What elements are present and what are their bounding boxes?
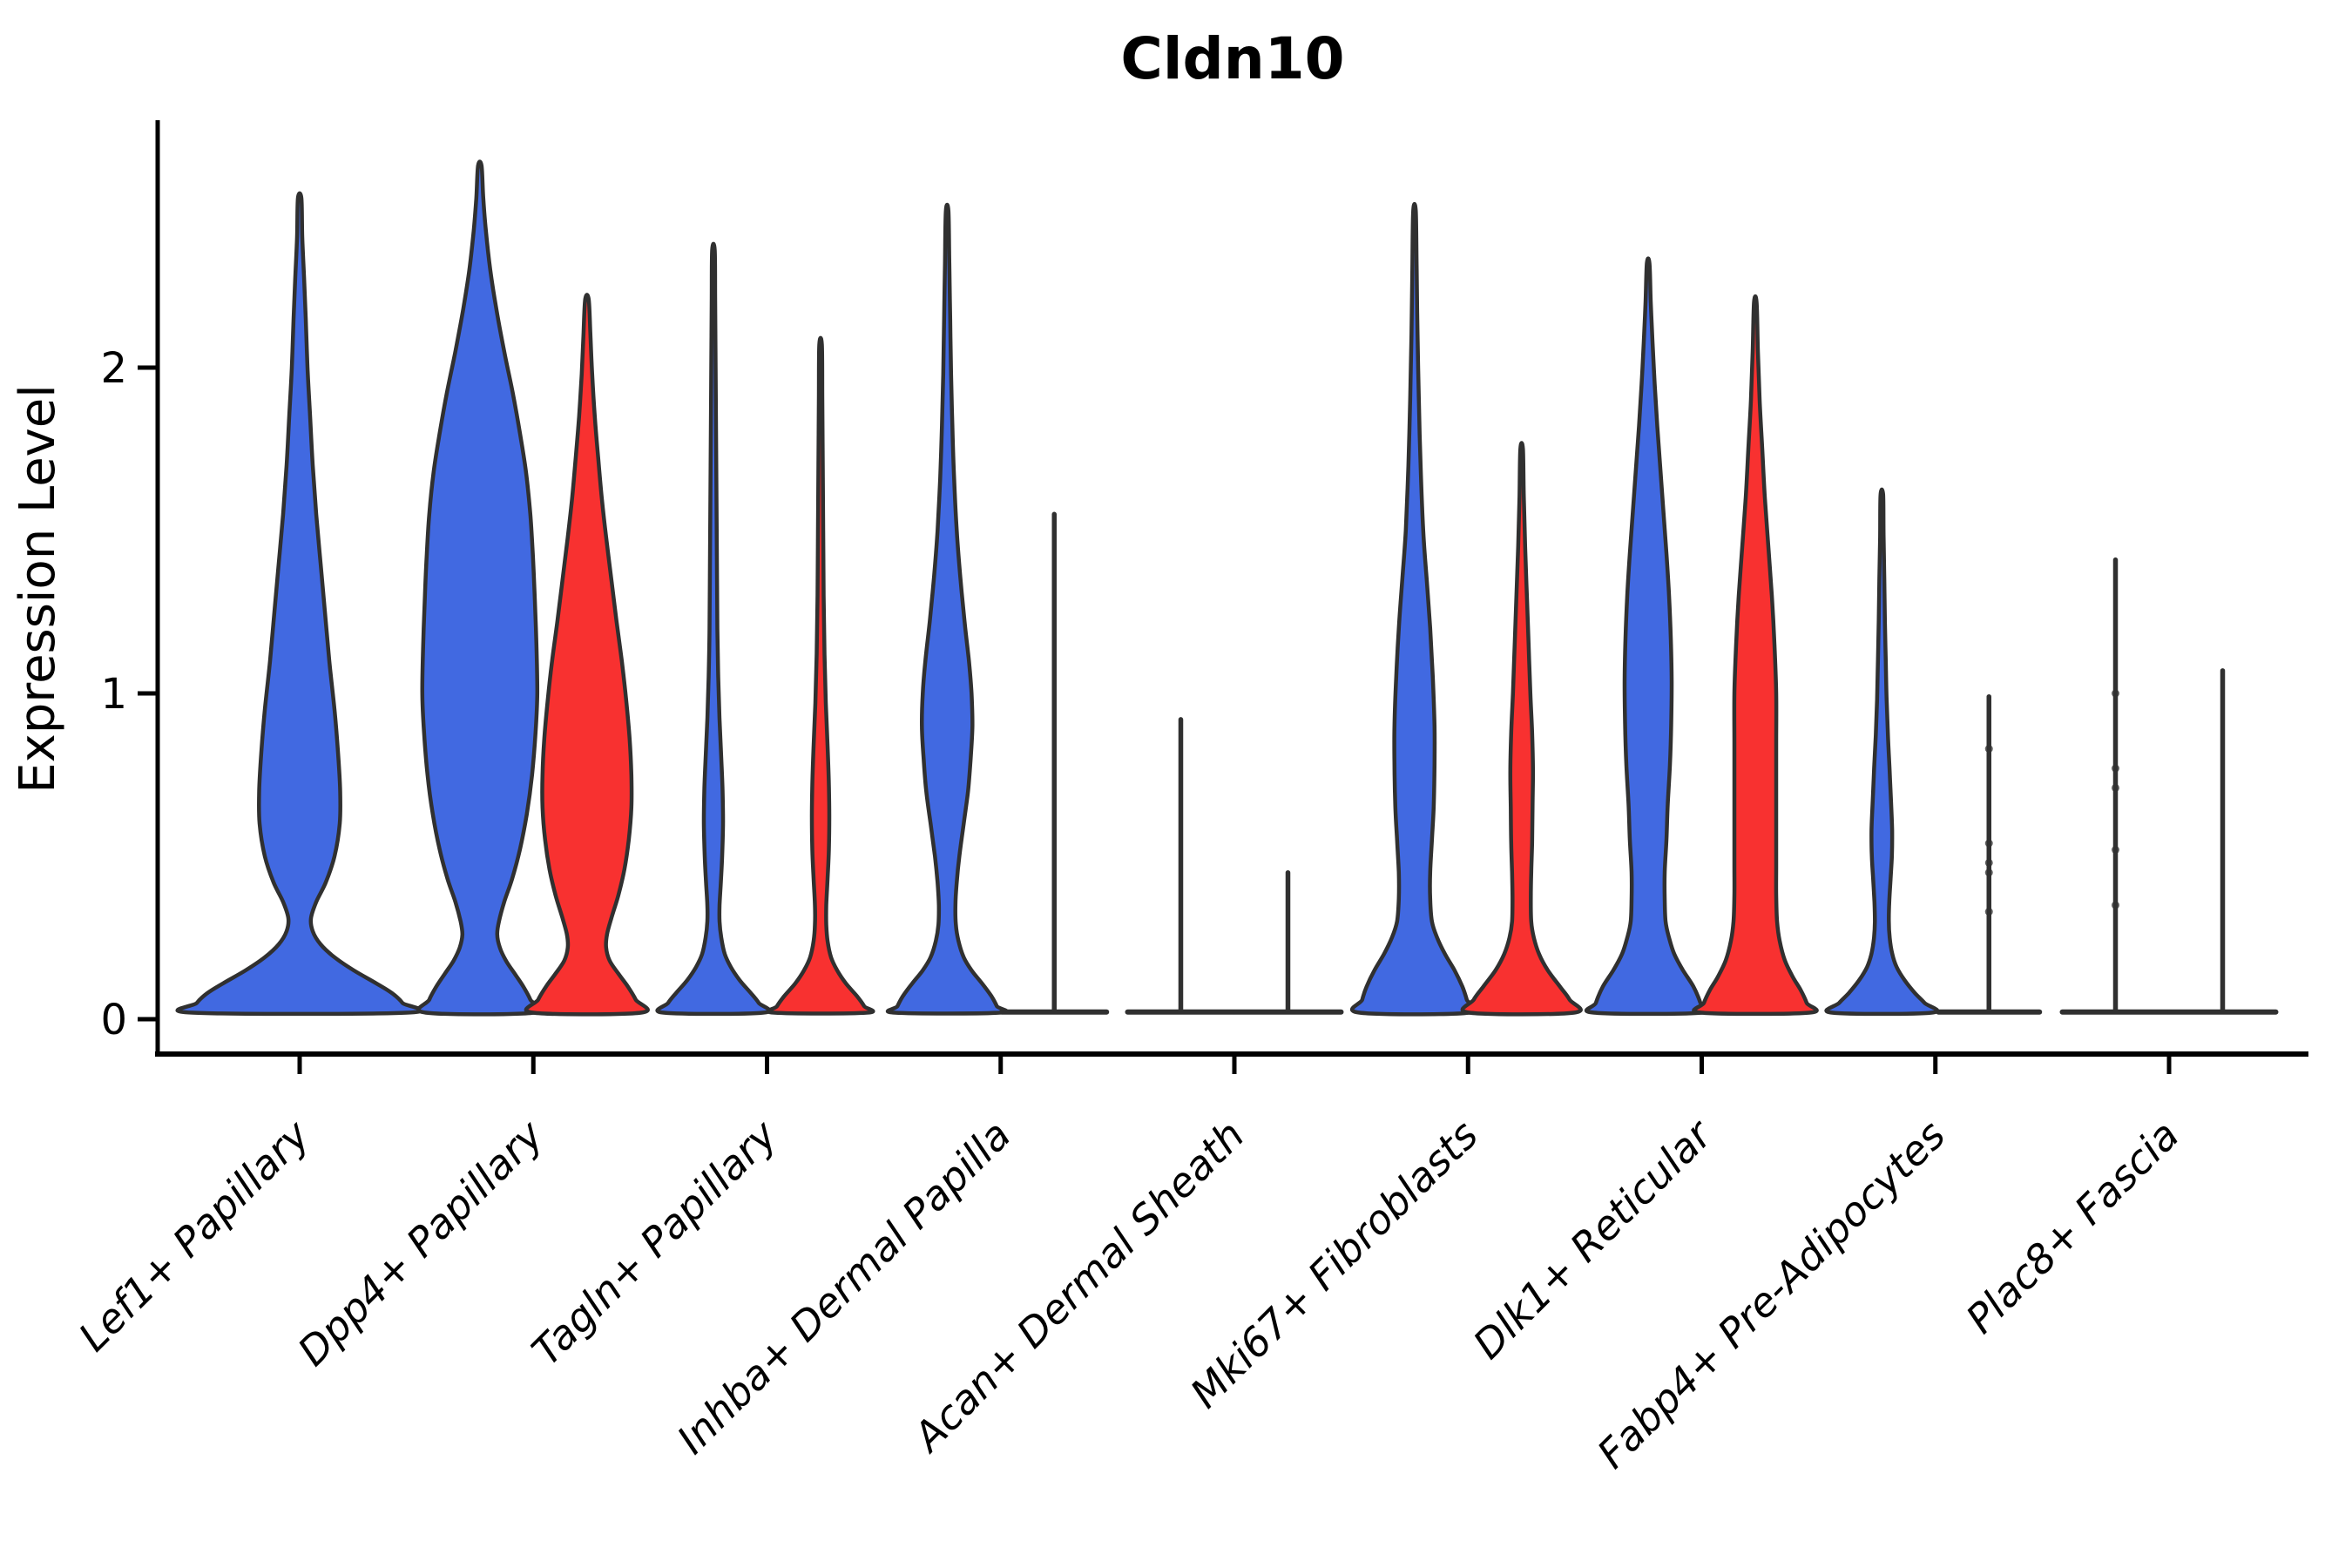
violin-fabp4-pre-adipocytes-blue [1824, 487, 1940, 1017]
x-tick-label-dpp4-papillary: Dpp4+ Papillary [288, 1111, 552, 1375]
violin-mki67-fibroblasts-red [1460, 441, 1583, 1017]
violin-fabp4-pre-adipocytes-red-outlier-dot [1984, 908, 1993, 916]
violin-dlk1-reticular-blue [1585, 256, 1712, 1017]
y-axis-label: Expression Level [10, 384, 66, 794]
violin-plac8-fascia-blue-outlier-dot [2112, 689, 2119, 698]
violin-plac8-fascia-blue-outlier-dot [2112, 846, 2119, 855]
violin-mki67-fibroblasts-blue [1350, 201, 1479, 1017]
y-tick-label: 2 [100, 344, 127, 393]
x-tick-label-plac8-fascia: Plac8+ Fascia [1957, 1112, 2187, 1342]
violin-tagln-papillary-blue [655, 241, 772, 1017]
violin-plac8-fascia-blue-outlier-dot [2112, 764, 2119, 773]
x-tick-label-dlk1-reticular: Dlk1+ Reticular [1464, 1109, 1723, 1368]
violin-inhba-dermal-papilla-blue [886, 202, 1009, 1016]
violin-plac8-fascia-blue-outlier-dot [2112, 901, 2119, 909]
violin-fabp4-pre-adipocytes-red-outlier-dot [1984, 868, 1993, 877]
y-tick-label: 1 [100, 670, 127, 719]
violin-dpp4-papillary-red [524, 293, 650, 1017]
violin-dpp4-papillary-blue [416, 159, 544, 1017]
violin-tagln-papillary-red [766, 335, 875, 1016]
violin-plac8-fascia-blue-outlier-dot [2112, 783, 2119, 792]
violin-dlk1-reticular-red [1692, 294, 1819, 1017]
violin-fabp4-pre-adipocytes-red-outlier-dot [1984, 745, 1993, 754]
chart-title: Cldn10 [1120, 25, 1344, 92]
violin-fabp4-pre-adipocytes-red-outlier-dot [1984, 858, 1993, 867]
x-tick-label-tagln-papillary: Tagln+ Papillary [523, 1111, 787, 1375]
violin-fabp4-pre-adipocytes-red-outlier-dot [1984, 839, 1993, 848]
violin-lef1-papillary-blue [175, 191, 424, 1017]
x-tick-label-lef1-papillary: Lef1+ Papillary [70, 1111, 319, 1360]
y-tick-label: 0 [100, 996, 127, 1044]
